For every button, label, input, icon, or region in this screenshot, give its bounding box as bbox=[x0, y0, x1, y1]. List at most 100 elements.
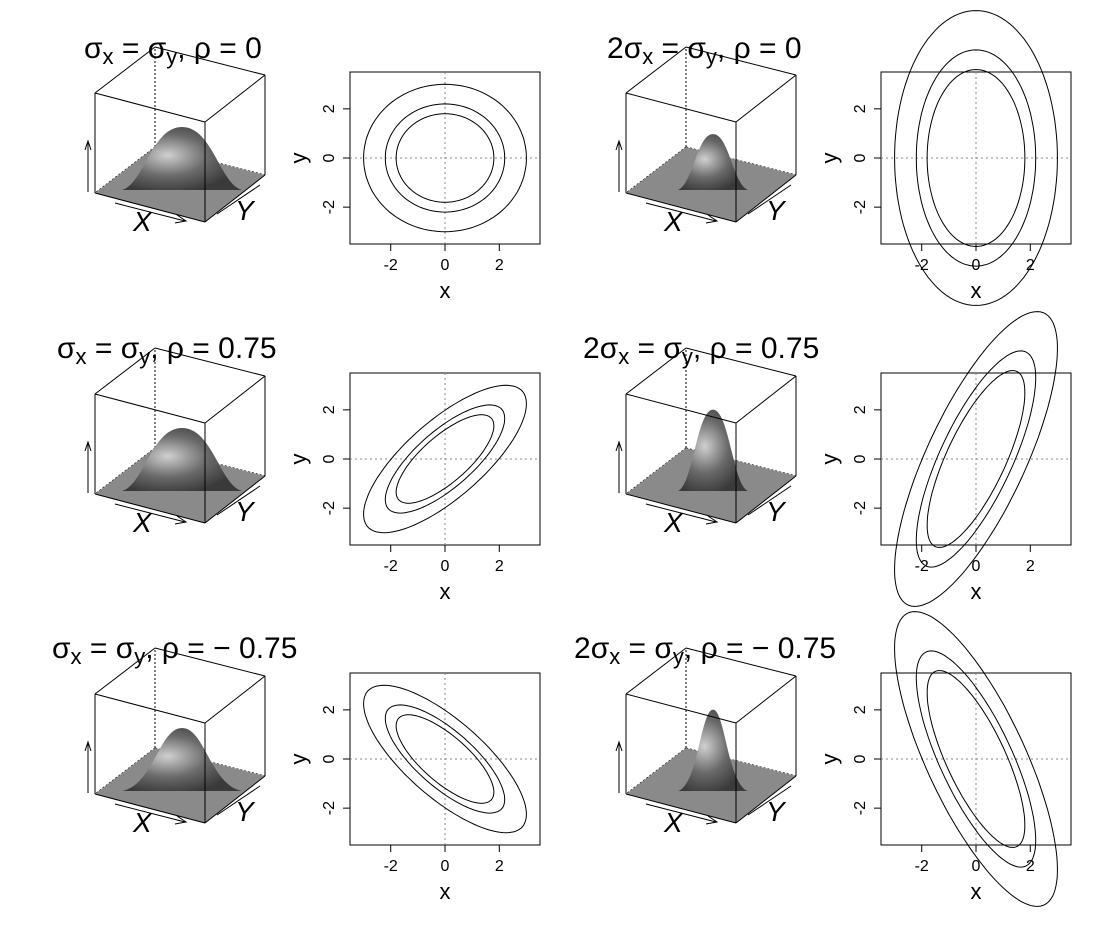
contour-line-2 bbox=[894, 311, 1058, 607]
x-axis-label: x bbox=[971, 579, 982, 604]
x-tick-label: -2 bbox=[915, 558, 929, 575]
panel-title: σx = σy, ρ = 0 bbox=[84, 32, 262, 69]
panel-title: 2σx = σy, ρ = 0 bbox=[607, 32, 802, 69]
y-tick-label: 0 bbox=[852, 754, 869, 763]
x-tick-label: 2 bbox=[1026, 858, 1035, 875]
title-rho-value: − 0.75 bbox=[752, 632, 836, 665]
x-axis-label: x bbox=[440, 278, 451, 303]
x-tick-label: -2 bbox=[915, 858, 929, 875]
y-axis-label: y bbox=[817, 454, 842, 465]
title-rho-value: − 0.75 bbox=[213, 632, 297, 665]
y-tick-label: 2 bbox=[852, 104, 869, 113]
contour-line-0 bbox=[926, 670, 1026, 848]
x-tick-label: 0 bbox=[441, 858, 450, 875]
z-arrow-icon bbox=[615, 740, 623, 752]
density-surface bbox=[122, 728, 242, 791]
density-surface bbox=[122, 127, 242, 190]
x-axis-label: x bbox=[440, 879, 451, 904]
y-tick-label: -2 bbox=[321, 801, 338, 815]
y-tick-label: 2 bbox=[321, 104, 338, 113]
x-tick-label: 2 bbox=[1026, 257, 1035, 274]
y-tick-label: -2 bbox=[321, 200, 338, 214]
x-arrow-icon bbox=[174, 515, 188, 525]
contour-plot: -2 0 2 -2 0 2 x y bbox=[286, 672, 541, 904]
x-axis-label: x bbox=[440, 579, 451, 604]
z-arrow-icon bbox=[84, 440, 92, 452]
contour-line-0 bbox=[395, 714, 495, 804]
y-tick-label: 0 bbox=[852, 153, 869, 162]
y-axis-label: y bbox=[817, 153, 842, 164]
contour-line-1 bbox=[915, 350, 1037, 568]
z-arrow-icon bbox=[615, 440, 623, 452]
x-axis-label: x bbox=[971, 879, 982, 904]
persp-x-label: X bbox=[132, 507, 153, 538]
x-tick-label: -2 bbox=[384, 558, 398, 575]
persp-x-label: X bbox=[132, 206, 153, 237]
title-rho-value: 0 bbox=[785, 32, 802, 65]
y-tick-label: -2 bbox=[321, 501, 338, 515]
z-arrow-icon bbox=[84, 740, 92, 752]
x-tick-label: -2 bbox=[915, 257, 929, 274]
density-surface bbox=[678, 134, 748, 190]
x-tick-label: 0 bbox=[972, 858, 981, 875]
contour-line-0 bbox=[395, 414, 495, 504]
persp-y-label: Y bbox=[766, 496, 787, 527]
z-arrow-icon bbox=[615, 139, 623, 151]
y-axis-label: y bbox=[286, 454, 311, 465]
contour-line-2 bbox=[363, 384, 527, 534]
density-surface bbox=[122, 428, 242, 491]
persp-x-label: X bbox=[663, 807, 684, 838]
x-arrow-icon bbox=[174, 815, 188, 825]
panel-title: 2σx = σy, ρ = 0.75 bbox=[583, 332, 819, 369]
title-lead: 2 bbox=[574, 632, 591, 665]
x-arrow-icon bbox=[705, 515, 719, 525]
x-tick-label: 2 bbox=[495, 558, 504, 575]
x-arrow-icon bbox=[705, 214, 719, 224]
contour-line-2 bbox=[894, 611, 1058, 907]
x-tick-label: 0 bbox=[441, 257, 450, 274]
panel-title: 2σx = σy, ρ = − 0.75 bbox=[574, 632, 836, 669]
title-lead: 2 bbox=[583, 332, 600, 365]
title-rho-value: 0.75 bbox=[218, 332, 276, 365]
persp-x-label: X bbox=[663, 507, 684, 538]
contour-line-1 bbox=[915, 49, 1037, 267]
contour-line-2 bbox=[363, 684, 527, 834]
contour-line-2 bbox=[894, 10, 1058, 306]
y-tick-label: 2 bbox=[321, 405, 338, 414]
x-tick-label: 0 bbox=[972, 558, 981, 575]
y-tick-label: 0 bbox=[852, 454, 869, 463]
contour-plot: -2 0 2 -2 0 2 x y bbox=[817, 611, 1072, 907]
contour-line-0 bbox=[395, 113, 495, 203]
x-tick-label: -2 bbox=[384, 858, 398, 875]
x-tick-label: 2 bbox=[495, 858, 504, 875]
x-arrow-icon bbox=[705, 815, 719, 825]
x-tick-label: -2 bbox=[384, 257, 398, 274]
persp-x-label: X bbox=[663, 206, 684, 237]
contour-plot: -2 0 2 -2 0 2 x y bbox=[817, 10, 1072, 306]
x-tick-label: 0 bbox=[441, 558, 450, 575]
y-tick-label: -2 bbox=[852, 200, 869, 214]
persp-x-label: X bbox=[132, 807, 153, 838]
x-tick-label: 0 bbox=[972, 257, 981, 274]
density-surface bbox=[678, 709, 748, 791]
y-tick-label: 2 bbox=[852, 405, 869, 414]
persp-y-label: Y bbox=[766, 195, 787, 226]
contour-line-1 bbox=[915, 650, 1037, 868]
contour-line-1 bbox=[384, 404, 506, 514]
y-tick-label: -2 bbox=[852, 801, 869, 815]
x-tick-label: 2 bbox=[1026, 558, 1035, 575]
contour-line-1 bbox=[384, 704, 506, 814]
contour-plot: -2 0 2 -2 0 2 x y bbox=[286, 71, 541, 303]
y-tick-label: 0 bbox=[321, 454, 338, 463]
